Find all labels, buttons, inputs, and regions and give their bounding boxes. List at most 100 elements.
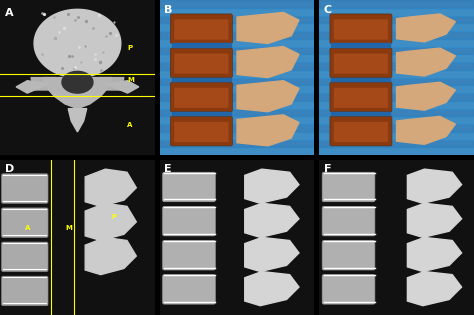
Polygon shape	[397, 116, 456, 144]
Bar	[160, 31, 314, 39]
Polygon shape	[31, 77, 56, 90]
Bar	[160, 54, 314, 62]
Polygon shape	[407, 272, 462, 306]
Polygon shape	[245, 203, 299, 238]
FancyBboxPatch shape	[1, 276, 48, 306]
Text: P: P	[111, 214, 117, 220]
Bar	[319, 39, 474, 47]
FancyBboxPatch shape	[163, 241, 215, 270]
Polygon shape	[397, 82, 456, 110]
FancyBboxPatch shape	[1, 174, 48, 203]
Bar	[319, 47, 474, 54]
FancyBboxPatch shape	[334, 20, 388, 40]
Polygon shape	[16, 81, 50, 93]
Text: F: F	[324, 164, 331, 175]
FancyBboxPatch shape	[330, 82, 392, 112]
FancyBboxPatch shape	[334, 122, 388, 142]
Bar	[319, 15, 474, 23]
Polygon shape	[407, 169, 462, 203]
Polygon shape	[237, 47, 299, 77]
FancyBboxPatch shape	[163, 275, 215, 304]
FancyBboxPatch shape	[170, 14, 232, 43]
Polygon shape	[397, 48, 456, 76]
Text: B: B	[164, 5, 173, 15]
Bar	[319, 85, 474, 93]
Text: C: C	[324, 5, 332, 15]
FancyBboxPatch shape	[334, 54, 388, 74]
Bar	[160, 109, 314, 116]
Bar	[319, 8, 474, 15]
Polygon shape	[44, 77, 111, 109]
Bar	[319, 116, 474, 124]
Bar	[160, 47, 314, 54]
FancyBboxPatch shape	[330, 48, 392, 77]
Bar	[319, 70, 474, 77]
FancyBboxPatch shape	[322, 206, 375, 236]
Bar	[160, 132, 314, 140]
Polygon shape	[172, 112, 231, 115]
Polygon shape	[85, 169, 137, 206]
Bar	[160, 77, 314, 85]
FancyBboxPatch shape	[174, 122, 228, 142]
FancyBboxPatch shape	[322, 172, 375, 202]
Polygon shape	[99, 77, 124, 90]
Polygon shape	[245, 169, 299, 203]
Polygon shape	[172, 43, 231, 47]
Bar	[160, 101, 314, 109]
Bar	[160, 93, 314, 101]
FancyBboxPatch shape	[170, 116, 232, 146]
FancyBboxPatch shape	[1, 242, 48, 272]
Bar	[319, 140, 474, 147]
Polygon shape	[62, 72, 93, 93]
FancyBboxPatch shape	[334, 88, 388, 108]
Polygon shape	[331, 77, 391, 81]
Bar	[160, 140, 314, 147]
Bar	[319, 62, 474, 70]
Polygon shape	[237, 12, 299, 43]
Bar	[319, 31, 474, 39]
Bar	[160, 39, 314, 47]
Polygon shape	[172, 77, 231, 81]
FancyBboxPatch shape	[174, 54, 228, 74]
Polygon shape	[34, 9, 121, 77]
Polygon shape	[105, 81, 139, 93]
FancyBboxPatch shape	[163, 206, 215, 236]
Bar	[160, 116, 314, 124]
FancyBboxPatch shape	[330, 14, 392, 43]
Polygon shape	[245, 272, 299, 306]
Bar	[319, 23, 474, 31]
Polygon shape	[331, 112, 391, 115]
Bar	[319, 93, 474, 101]
FancyBboxPatch shape	[170, 48, 232, 77]
Bar	[160, 62, 314, 70]
FancyBboxPatch shape	[322, 241, 375, 270]
Text: M: M	[127, 77, 134, 83]
Bar	[160, 70, 314, 77]
Bar	[160, 23, 314, 31]
FancyBboxPatch shape	[322, 275, 375, 304]
FancyBboxPatch shape	[1, 208, 48, 238]
Bar	[319, 124, 474, 132]
Polygon shape	[237, 81, 299, 112]
Bar	[319, 109, 474, 116]
Bar	[319, 132, 474, 140]
Bar	[319, 101, 474, 109]
Text: A: A	[127, 122, 132, 128]
Polygon shape	[397, 14, 456, 42]
Polygon shape	[407, 238, 462, 272]
Text: A: A	[5, 8, 13, 18]
Bar	[160, 124, 314, 132]
Text: D: D	[5, 164, 14, 175]
Text: E: E	[164, 164, 172, 175]
Polygon shape	[407, 203, 462, 238]
FancyBboxPatch shape	[163, 172, 215, 202]
Polygon shape	[85, 203, 137, 241]
Bar	[319, 54, 474, 62]
Text: P: P	[127, 45, 132, 51]
Polygon shape	[331, 43, 391, 47]
Polygon shape	[245, 238, 299, 272]
Bar	[319, 147, 474, 155]
FancyBboxPatch shape	[174, 20, 228, 40]
Bar	[160, 15, 314, 23]
Polygon shape	[237, 115, 299, 146]
